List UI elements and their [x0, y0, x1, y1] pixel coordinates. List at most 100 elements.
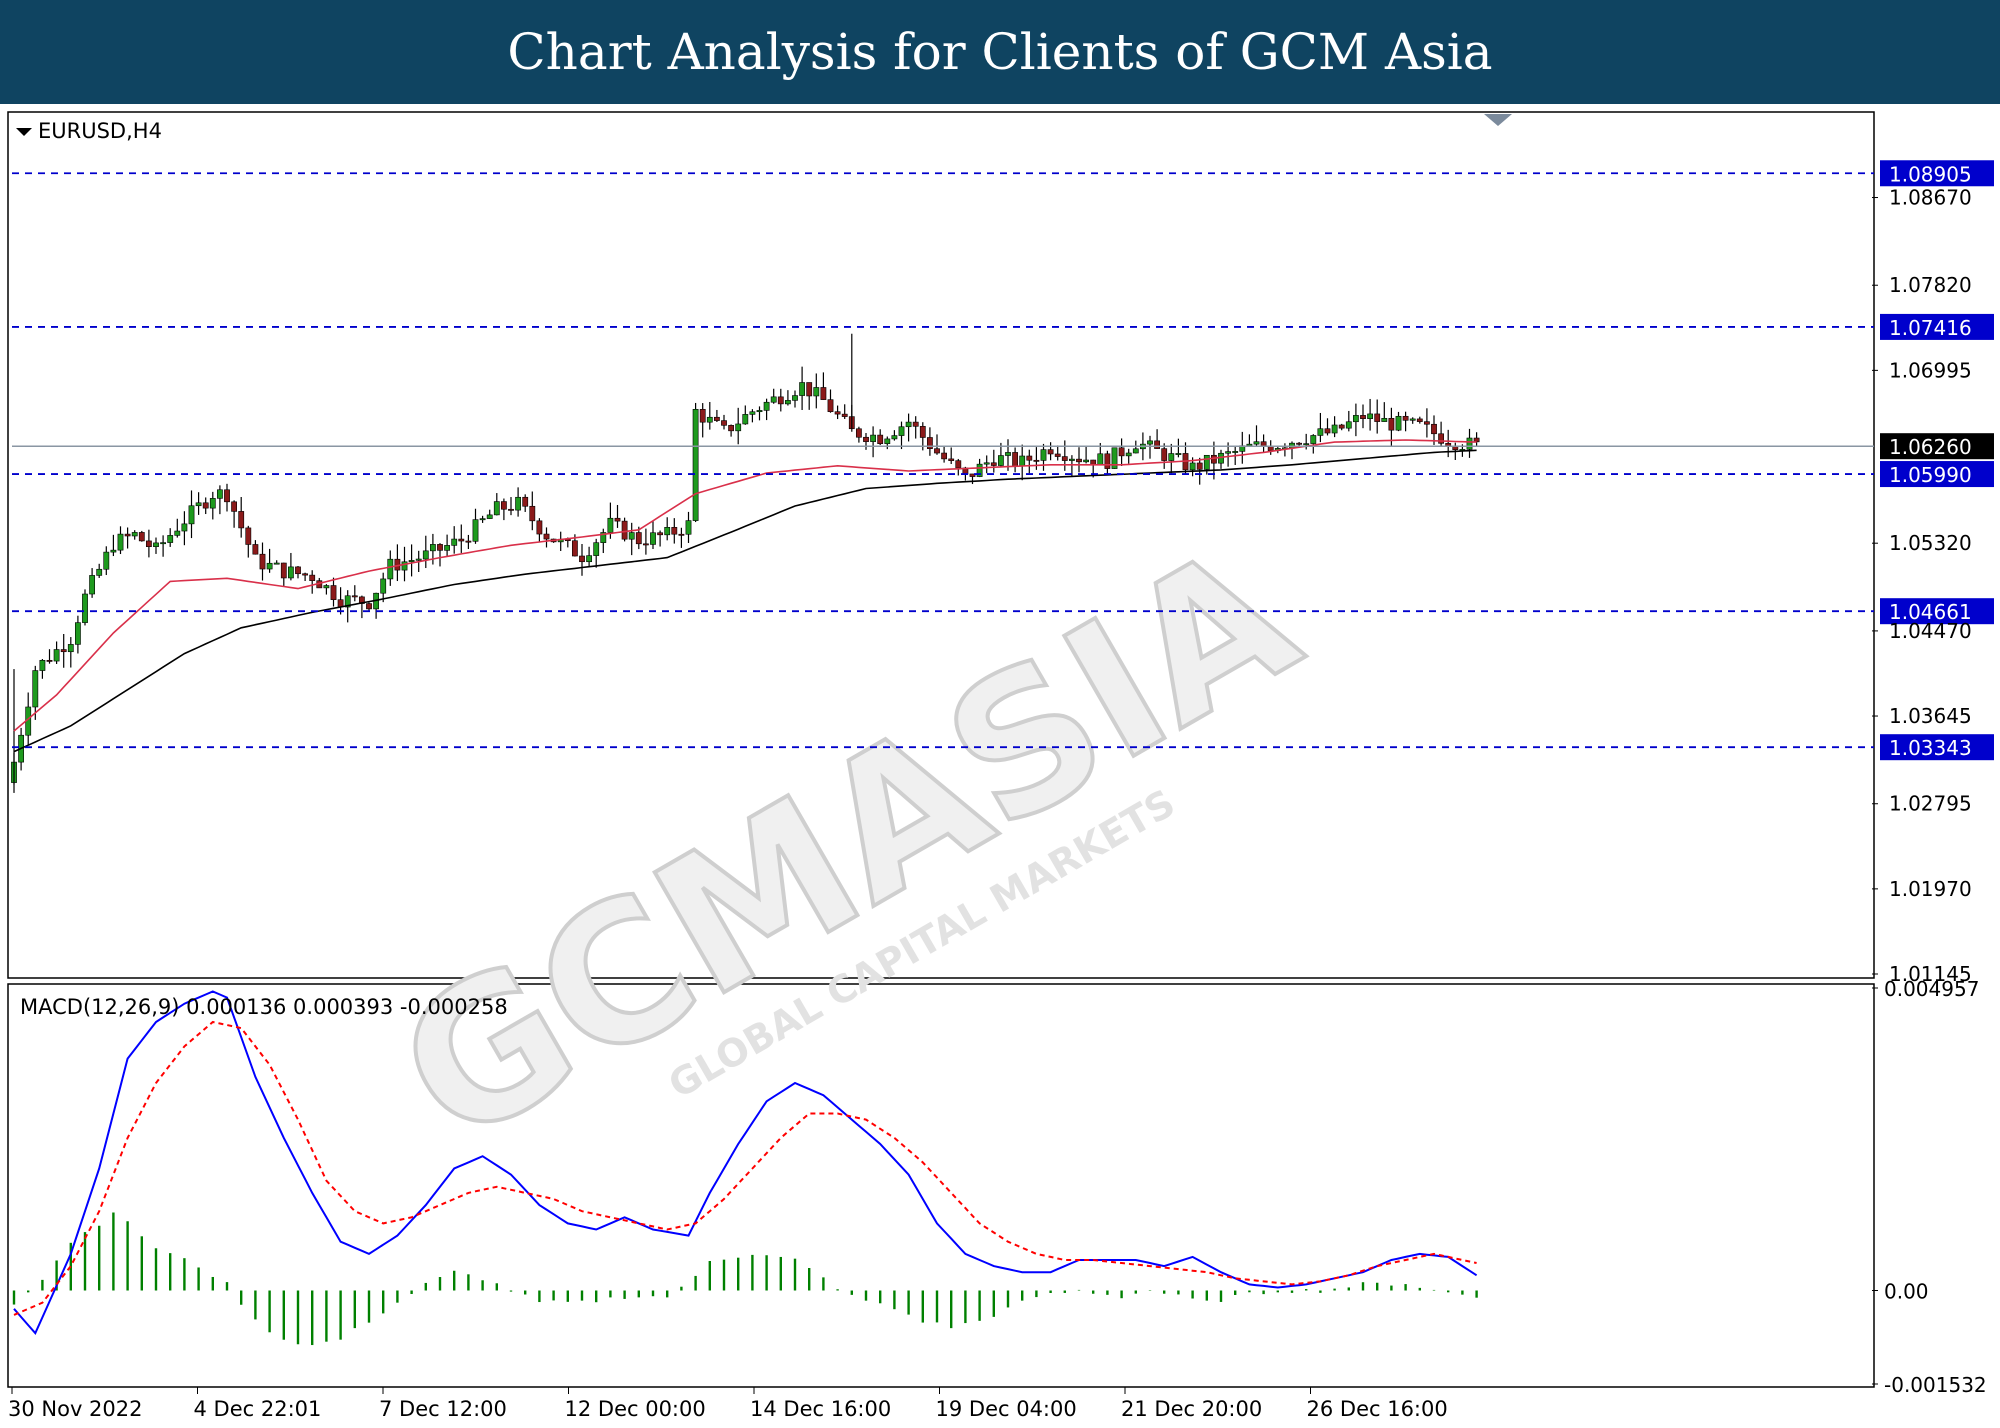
shift-marker-icon[interactable]: [1484, 114, 1512, 126]
bear-candle: [1402, 415, 1409, 421]
y-tick-label: 1.01970: [1889, 877, 1972, 901]
level-label: 1.07416: [1889, 316, 1972, 340]
bull-candle: [39, 659, 46, 671]
bear-candle: [621, 520, 628, 540]
bear-candle: [309, 574, 316, 581]
bull-candle: [53, 649, 60, 662]
bear-candle: [231, 501, 237, 512]
macd-line: [13, 990, 1478, 1336]
bear-candle: [806, 382, 813, 397]
bear-candle: [863, 436, 869, 442]
bear-candle: [1012, 452, 1018, 467]
bear-candle: [713, 416, 720, 421]
moving-average-fast: [13, 439, 1477, 732]
bull-candle: [692, 408, 699, 521]
bull-candle: [1147, 440, 1153, 445]
bear-candle: [500, 501, 507, 510]
bull-candle: [323, 585, 330, 589]
y-tick-label: 1.06995: [1889, 358, 1972, 382]
bear-candle: [259, 553, 266, 570]
axes: 1.08905 1.07416 1.05990 1.04661 1.03343 1.062…: [8, 160, 1994, 1421]
bear-candle: [827, 399, 834, 412]
bear-candle: [948, 458, 955, 461]
bear-candle: [941, 452, 947, 460]
bear-candle: [465, 540, 472, 543]
bull-candle: [600, 532, 607, 543]
bull-candle: [415, 558, 422, 561]
macd-y-tick-label: 0.004957: [1884, 977, 1979, 1001]
bear-candle: [728, 425, 734, 432]
bull-candle: [784, 400, 791, 405]
bear-candle: [1026, 455, 1033, 461]
bull-candle: [664, 527, 671, 536]
bull-candle: [706, 416, 713, 423]
bear-candle: [1360, 415, 1366, 419]
bull-candle: [344, 595, 351, 608]
macd-panel-frame: [7, 983, 1875, 1388]
bull-candle: [1189, 462, 1196, 471]
bear-candle: [46, 659, 53, 662]
price-plot: [11, 172, 1874, 793]
bear-candle: [657, 532, 663, 536]
bear-candle: [1324, 428, 1331, 434]
bull-candle: [1225, 451, 1231, 454]
bull-candle: [117, 533, 124, 551]
current-price-label: 1.06260: [1889, 435, 1972, 459]
bull-candle: [479, 518, 486, 521]
macd-y-tick-label: 0.00: [1884, 1280, 1929, 1304]
bear-candle: [529, 505, 536, 522]
bull-candle: [1132, 448, 1139, 454]
price-panel-frame: [7, 111, 1875, 979]
y-tick-label: 1.08670: [1889, 186, 1972, 210]
bull-candle: [96, 568, 103, 576]
bear-candle: [295, 566, 301, 575]
level-label-bg: [1880, 734, 1994, 761]
bear-candle: [238, 511, 245, 529]
x-tick-label: 14 Dec 16:00: [750, 1397, 891, 1421]
bull-candle: [1005, 452, 1011, 456]
bear-candle: [919, 426, 926, 438]
bull-candle: [429, 544, 436, 552]
bull-candle: [1175, 453, 1182, 455]
bull-candle: [586, 555, 592, 563]
level-label: 1.05990: [1889, 463, 1972, 487]
bear-candle: [1076, 458, 1082, 463]
bear-candle: [536, 520, 543, 535]
bull-candle: [103, 551, 110, 570]
bull-candle: [408, 560, 415, 563]
bear-candle: [1104, 453, 1111, 469]
bull-candle: [515, 496, 521, 511]
bull-candle: [472, 519, 479, 542]
y-tick-label: 1.03645: [1889, 704, 1972, 728]
bull-candle: [1083, 459, 1089, 463]
macd-y-tick-label: -0.001532: [1884, 1373, 1987, 1397]
bear-candle: [1431, 423, 1437, 435]
bull-candle: [1040, 449, 1047, 461]
bull-candle: [756, 410, 763, 413]
bear-candle: [1438, 433, 1444, 444]
bull-candle: [1168, 453, 1175, 461]
bull-candle: [217, 489, 223, 499]
bull-candle: [1019, 455, 1026, 467]
bear-candle: [202, 502, 209, 509]
bear-candle: [1033, 459, 1040, 462]
bear-candle: [437, 544, 443, 551]
chart-canvas[interactable]: GCMASIA GLOBAL CAPITAL MARKETS EURUSD,H4…: [0, 104, 2000, 1428]
bear-candle: [138, 532, 145, 542]
bear-candle: [1047, 449, 1054, 455]
bull-candle: [266, 562, 273, 570]
bull-candle: [799, 382, 805, 396]
bear-candle: [877, 434, 884, 444]
bull-candle: [1069, 458, 1075, 461]
bear-candle: [969, 473, 976, 477]
bull-candle: [607, 517, 614, 533]
triangle-down-icon[interactable]: [16, 128, 32, 136]
bear-candle: [642, 543, 649, 546]
level-label: 1.04661: [1889, 600, 1972, 624]
bull-candle: [387, 558, 394, 580]
bull-candle: [75, 622, 81, 645]
macd-label: MACD(12,26,9) 0.000136 0.000393 -0.00025…: [20, 995, 508, 1019]
level-label-bg: [1880, 598, 1994, 625]
bull-candle: [884, 438, 891, 444]
bear-candle: [245, 527, 252, 545]
